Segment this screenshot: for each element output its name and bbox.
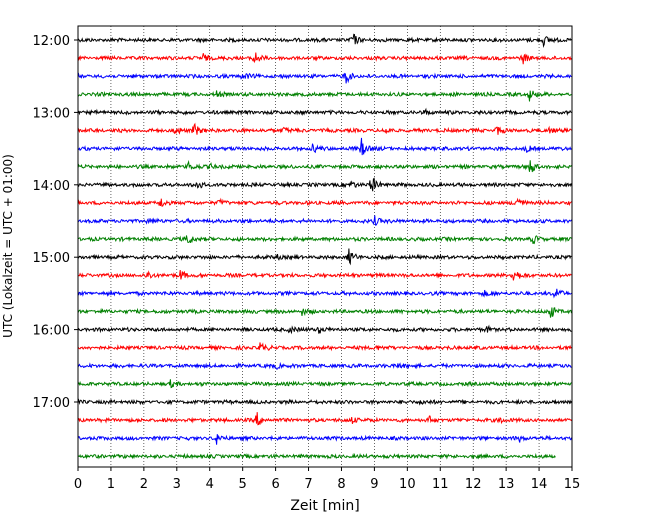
plot-frame <box>77 25 573 468</box>
trace-1730 <box>77 434 572 445</box>
x-tick-label-min-8: 8 <box>337 477 345 492</box>
x-tick-label-min-3: 3 <box>173 477 181 492</box>
x-tick-label-min-15: 15 <box>564 477 581 492</box>
x-tick-label-min-9: 9 <box>370 477 378 492</box>
x-axis-ticks: 0 1 2 3 4 5 6 7 8 9 10 11 12 13 14 15 <box>74 467 580 492</box>
trace-1200 <box>77 33 572 49</box>
y-tick-label-14:00: 14:00 <box>33 179 70 194</box>
trace-1630 <box>77 361 572 370</box>
x-tick-label-min-6: 6 <box>271 477 279 492</box>
y-axis-ticks: 12:00 13:00 14:00 15:00 16:00 17:00 <box>33 34 78 411</box>
x-tick-label-min-11: 11 <box>432 477 449 492</box>
trace-1545 <box>77 307 572 318</box>
seismic-traces <box>77 33 572 460</box>
y-tick-label-15:00: 15:00 <box>33 251 70 266</box>
trace-1430 <box>77 215 572 226</box>
y-tick-label-13:00: 13:00 <box>33 106 70 121</box>
trace-1230 <box>77 72 572 84</box>
trace-1245 <box>77 90 572 102</box>
x-tick-label-min-14: 14 <box>531 477 548 492</box>
y-tick-label-17:00: 17:00 <box>33 396 70 411</box>
x-tick-label-min-0: 0 <box>74 477 82 492</box>
trace-1600 <box>77 324 572 335</box>
trace-1345 <box>77 159 572 173</box>
x-tick-label-min-13: 13 <box>498 477 515 492</box>
trace-1645 <box>77 379 572 389</box>
trace-1215 <box>77 52 572 65</box>
trace-1715 <box>77 412 572 426</box>
y-tick-label-16:00: 16:00 <box>33 324 70 339</box>
x-tick-label-min-4: 4 <box>206 477 214 492</box>
trace-1300 <box>77 107 572 116</box>
trace-1330 <box>77 137 572 156</box>
x-axis-label: Zeit [min] <box>290 498 359 514</box>
trace-1700 <box>77 398 572 406</box>
trace-1745 <box>77 452 556 460</box>
x-tick-label-min-5: 5 <box>239 477 247 492</box>
y-tick-label-12:00: 12:00 <box>33 34 70 49</box>
trace-1515 <box>77 270 572 281</box>
trace-1530 <box>77 288 572 299</box>
x-tick-label-min-1: 1 <box>107 477 115 492</box>
trace-1500 <box>77 248 572 266</box>
trace-1400 <box>78 177 572 192</box>
trace-1615 <box>77 342 572 352</box>
y-axis-label: UTC (Lokalzeit = UTC + 01:00) <box>1 154 15 338</box>
trace-1315 <box>77 122 572 135</box>
trace-1415 <box>77 197 572 207</box>
x-tick-label-min-7: 7 <box>304 477 312 492</box>
x-tick-label-min-2: 2 <box>140 477 148 492</box>
x-tick-label-min-12: 12 <box>465 477 482 492</box>
trace-1445 <box>77 235 572 245</box>
x-tick-label-min-10: 10 <box>399 477 416 492</box>
